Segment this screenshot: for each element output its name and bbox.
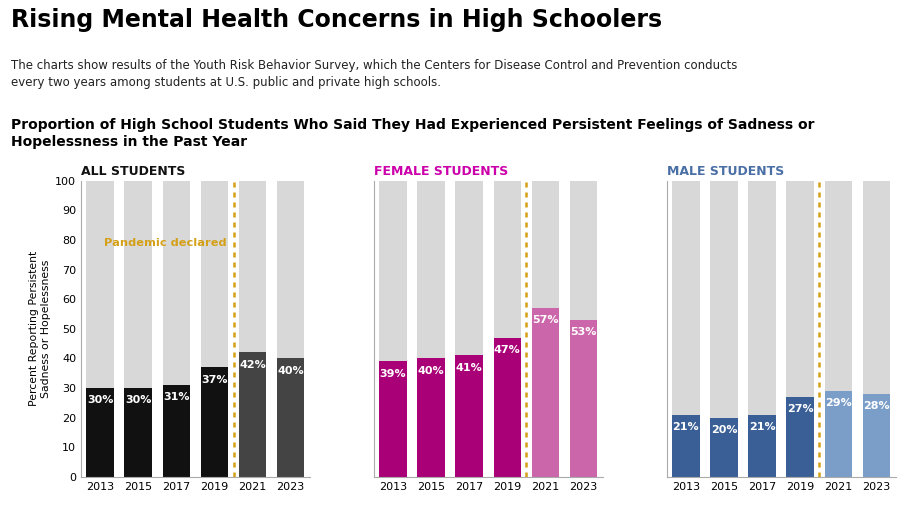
Bar (163, 181, 190, 477)
Text: 41%: 41% (455, 363, 482, 373)
Text: 57%: 57% (532, 315, 559, 325)
Text: 53%: 53% (571, 328, 597, 337)
Bar (863, 394, 890, 477)
Bar (532, 181, 559, 477)
Bar (455, 355, 483, 477)
Bar (672, 414, 699, 477)
Bar (570, 181, 598, 477)
Text: 42%: 42% (239, 360, 266, 370)
Text: 21%: 21% (672, 422, 699, 432)
Text: Rising Mental Health Concerns in High Schoolers: Rising Mental Health Concerns in High Sc… (11, 8, 661, 32)
Text: Pandemic declared: Pandemic declared (104, 238, 227, 248)
Text: 31%: 31% (163, 392, 190, 402)
Bar (570, 320, 598, 477)
Bar (238, 181, 266, 477)
Bar (238, 353, 266, 477)
Text: 39%: 39% (380, 369, 406, 379)
Text: 27%: 27% (787, 405, 814, 414)
Text: MALE STUDENTS: MALE STUDENTS (667, 165, 784, 178)
Bar (672, 181, 699, 477)
Y-axis label: Percent Reporting Persistent
Sadness or Hopelessness: Percent Reporting Persistent Sadness or … (30, 251, 51, 407)
Bar (201, 367, 229, 477)
Text: 30%: 30% (87, 396, 113, 406)
Bar (163, 385, 190, 477)
Text: 20%: 20% (711, 425, 737, 435)
Bar (748, 181, 776, 477)
Bar (748, 414, 776, 477)
Bar (277, 358, 304, 477)
Text: Proportion of High School Students Who Said They Had Experienced Persistent Feel: Proportion of High School Students Who S… (11, 118, 814, 149)
Bar (710, 181, 738, 477)
Bar (418, 181, 445, 477)
Bar (86, 181, 113, 477)
Bar (379, 362, 407, 477)
Bar (532, 308, 559, 477)
Bar (493, 337, 521, 477)
Bar (124, 388, 152, 477)
Text: 47%: 47% (494, 345, 521, 355)
Bar (787, 397, 814, 477)
Bar (277, 181, 304, 477)
Bar (824, 181, 852, 477)
Text: FEMALE STUDENTS: FEMALE STUDENTS (374, 165, 508, 178)
Bar (201, 181, 229, 477)
Bar (455, 181, 483, 477)
Bar (124, 181, 152, 477)
Bar (863, 181, 890, 477)
Text: 30%: 30% (125, 396, 151, 406)
Bar (787, 181, 814, 477)
Bar (86, 388, 113, 477)
Text: 21%: 21% (749, 422, 776, 432)
Text: ALL STUDENTS: ALL STUDENTS (81, 165, 185, 178)
Bar (824, 391, 852, 477)
Text: 40%: 40% (418, 366, 445, 376)
Bar (493, 181, 521, 477)
Text: 29%: 29% (825, 398, 851, 408)
Bar (418, 358, 445, 477)
Text: 28%: 28% (863, 401, 890, 411)
Text: The charts show results of the Youth Risk Behavior Survey, which the Centers for: The charts show results of the Youth Ris… (11, 59, 737, 89)
Text: 37%: 37% (202, 375, 228, 385)
Bar (710, 418, 738, 477)
Bar (379, 181, 407, 477)
Text: 40%: 40% (277, 366, 304, 376)
